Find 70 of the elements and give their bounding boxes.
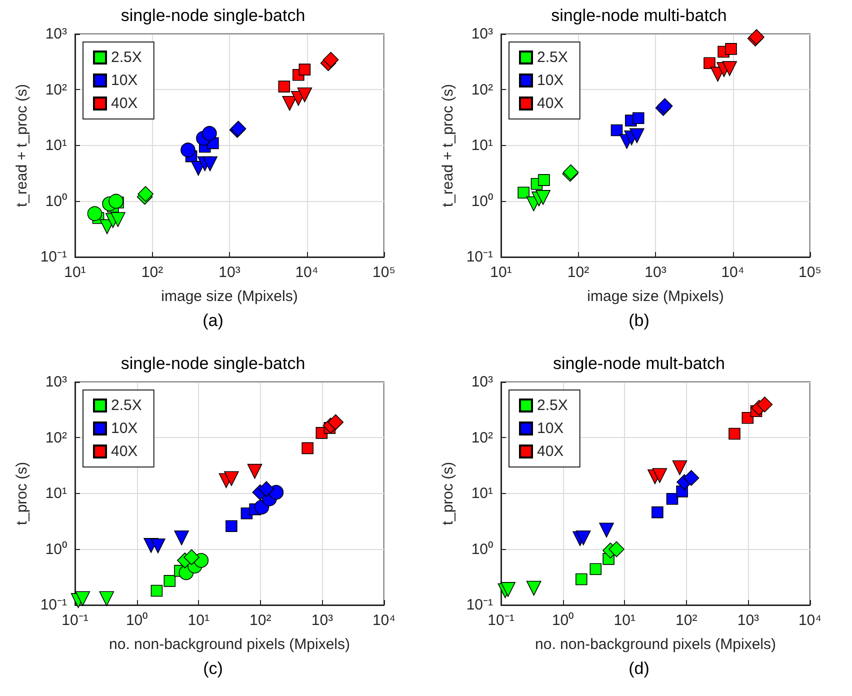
x-tick-label: 10⁴ xyxy=(721,264,744,281)
legend-label: 40X xyxy=(111,443,138,460)
chart-title: single-node mult-batch xyxy=(553,354,725,373)
y-tick-label: 10² xyxy=(45,429,67,446)
y-tick-label: 10² xyxy=(471,81,493,98)
legend-label: 40X xyxy=(111,95,138,112)
x-tick-label: 10⁴ xyxy=(798,612,822,629)
y-tick-label: 10⁻¹ xyxy=(40,248,67,266)
legend-label: 10X xyxy=(111,72,138,89)
x-tick-label: 10² xyxy=(676,612,698,629)
x-tick-label: 10¹ xyxy=(490,264,512,281)
y-axis-title: t_read + t_proc (s) xyxy=(13,84,30,207)
x-axis-title: image size (Mpixels) xyxy=(161,288,298,305)
legend-label: 10X xyxy=(537,72,564,89)
legend-label: 2.5X xyxy=(537,49,568,66)
x-tick-label: 10⁴ xyxy=(372,612,396,629)
chart-title: single-node single-batch xyxy=(120,6,306,25)
y-tick-label: 10¹ xyxy=(45,485,67,502)
legend-label: 2.5X xyxy=(111,397,142,414)
legend-label: 40X xyxy=(537,443,564,460)
y-axis-title: t_read + t_proc (s) xyxy=(439,84,456,207)
y-tick-label: 10¹ xyxy=(471,485,493,502)
y-tick-label: 10³ xyxy=(45,26,67,42)
x-tick-label: 10⁵ xyxy=(798,264,822,281)
x-tick-label: 10⁻¹ xyxy=(62,612,88,629)
x-tick-label: 10³ xyxy=(218,264,240,281)
chart-title: single-node single-batch xyxy=(120,354,306,373)
text: (a) xyxy=(202,311,224,330)
text: (c) xyxy=(203,659,223,678)
x-tick-label: 10² xyxy=(567,264,590,281)
legend-label: 10X xyxy=(111,420,138,437)
legend-label: 2.5X xyxy=(537,397,568,414)
y-tick-label: 10⁻¹ xyxy=(466,248,493,266)
y-tick-label: 10⁻¹ xyxy=(40,596,67,614)
x-tick-label: 10³ xyxy=(311,612,334,629)
x-tick-label: 10² xyxy=(250,612,272,629)
legend-label: 2.5X xyxy=(111,49,142,66)
x-axis-title: no. non-background pixels (Mpixels) xyxy=(535,636,776,653)
x-tick-label: 10² xyxy=(141,264,164,281)
legend-label: 40X xyxy=(537,95,564,112)
x-tick-label: 10¹ xyxy=(64,264,86,281)
x-tick-label: 10³ xyxy=(644,264,666,281)
text: (d) xyxy=(628,659,650,678)
x-tick-label: 10⁰ xyxy=(126,612,148,629)
y-tick-label: 10⁰ xyxy=(45,540,67,558)
x-axis-title: no. non-background pixels (Mpixels) xyxy=(109,636,350,653)
y-tick-label: 10¹ xyxy=(45,137,67,154)
x-tick-label: 10⁻¹ xyxy=(488,612,514,629)
x-tick-label: 10⁴ xyxy=(295,264,318,281)
legend-label: 10X xyxy=(537,420,564,437)
y-tick-label: 10⁰ xyxy=(45,192,67,210)
x-tick-label: 10⁰ xyxy=(552,612,574,629)
text: (b) xyxy=(628,311,650,330)
x-tick-label: 10⁵ xyxy=(372,264,396,281)
x-tick-label: 10¹ xyxy=(614,612,636,629)
x-tick-label: 10³ xyxy=(737,612,760,629)
y-tick-label: 10³ xyxy=(471,26,493,42)
x-tick-label: 10¹ xyxy=(188,612,210,629)
y-tick-label: 10⁰ xyxy=(471,540,493,558)
chart-title: single-node multi-batch xyxy=(551,6,727,25)
y-tick-label: 10² xyxy=(471,429,493,446)
y-tick-label: 10⁰ xyxy=(471,192,493,210)
y-axis-title: t_proc (s) xyxy=(13,462,30,526)
x-axis-title: image size (Mpixels) xyxy=(587,288,724,305)
y-tick-label: 10² xyxy=(45,81,67,98)
y-tick-label: 10³ xyxy=(471,374,493,390)
y-tick-label: 10³ xyxy=(45,374,67,390)
y-tick-label: 10¹ xyxy=(471,137,493,154)
y-axis-title: t_proc (s) xyxy=(439,462,456,526)
y-tick-label: 10⁻¹ xyxy=(466,596,493,614)
